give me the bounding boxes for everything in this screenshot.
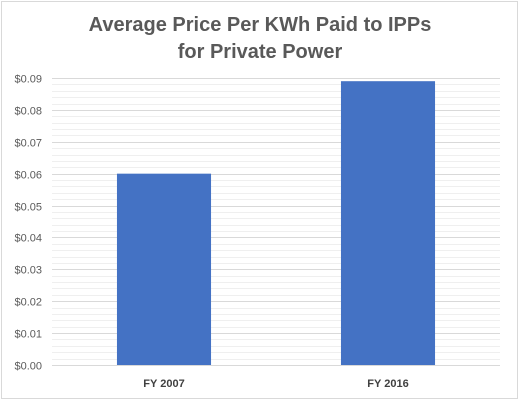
chart-title-line1: Average Price Per KWh Paid to IPPs: [88, 14, 432, 36]
y-axis-tick-labels: $0.00 $0.01 $0.02 $0.03 $0.04 $0.05 $0.06 $0.07…: [14, 74, 42, 373]
bar: [340, 81, 436, 365]
y-tick-label: $0.00: [14, 361, 42, 373]
y-tick-label: $0.08: [14, 106, 42, 118]
chart-title-line2: for Private Power: [177, 41, 343, 63]
y-tick-label: $0.09: [14, 74, 42, 86]
y-tick-label: $0.05: [14, 202, 42, 214]
y-tick-label: $0.07: [14, 138, 42, 150]
bars: [116, 81, 436, 365]
y-tick-label: $0.02: [14, 297, 42, 309]
y-tick-label: $0.04: [14, 233, 42, 245]
chart-title: Average Price Per KWh Paid to IPPs for P…: [0, 12, 520, 66]
x-axis-category-labels: FY 2007 FY 2016: [143, 378, 408, 390]
y-tick-label: $0.06: [14, 170, 42, 182]
x-tick-label: FY 2016: [367, 378, 408, 390]
x-tick-label: FY 2007: [143, 378, 184, 390]
bar: [116, 173, 212, 365]
y-tick-label: $0.01: [14, 329, 42, 341]
y-tick-label: $0.03: [14, 265, 42, 277]
